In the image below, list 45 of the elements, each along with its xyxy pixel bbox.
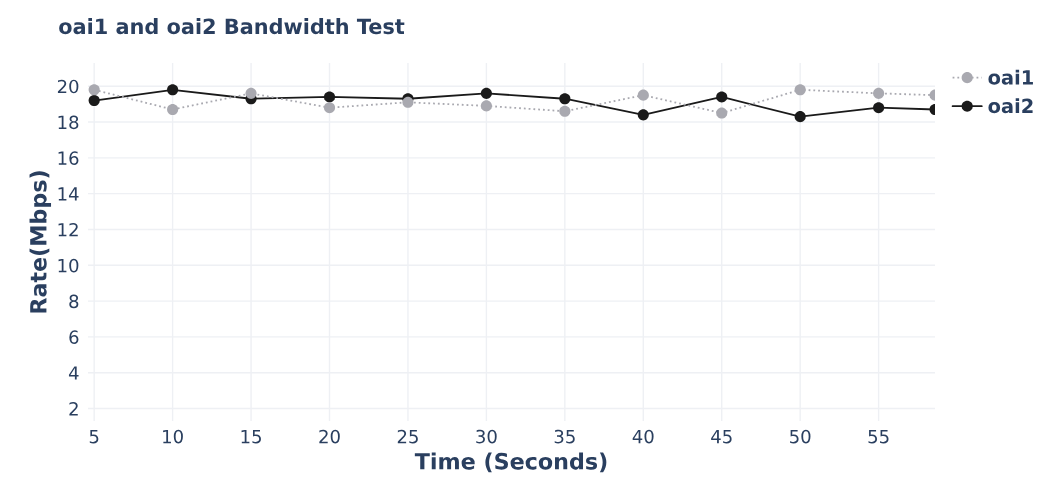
point	[716, 107, 728, 119]
point	[245, 87, 257, 99]
y-tick-label: 14	[58, 187, 79, 201]
point	[88, 84, 100, 96]
y-tick-label: 6	[69, 330, 79, 345]
y-tick-label: 4	[68, 366, 79, 380]
x-tick-label: 45	[711, 429, 732, 444]
point	[167, 103, 179, 116]
point	[323, 102, 336, 114]
point	[716, 91, 728, 103]
point	[794, 111, 806, 123]
y-tick-label: 16	[58, 151, 79, 165]
x-tick-label: 30	[476, 429, 497, 444]
y-tick-label: 2	[69, 402, 78, 416]
y-tick-label: 20	[57, 79, 79, 94]
x-tick-label: 5	[89, 429, 99, 444]
x-tick-label: 35	[554, 429, 575, 444]
y-tick-label: 18	[58, 115, 79, 130]
point	[873, 87, 885, 99]
point	[794, 84, 806, 96]
x-tick-label: 10	[163, 429, 183, 444]
point	[480, 100, 492, 112]
point	[323, 91, 336, 103]
point	[167, 84, 179, 96]
x-tick-label: 20	[319, 429, 340, 444]
x-tick-label: 25	[397, 429, 418, 444]
point	[559, 105, 571, 117]
chart-title: oai1 and oai2 Bandwidth Test	[59, 18, 405, 35]
x-tick-label: 50	[790, 429, 811, 444]
legend-label: oai1	[988, 69, 1033, 85]
y-axis-title: Rate(Mbps)	[29, 171, 52, 313]
point	[88, 94, 100, 107]
x-tick-label: 55	[868, 429, 889, 444]
y-tick-label: 12	[58, 222, 78, 237]
point	[873, 102, 885, 114]
point	[480, 87, 492, 99]
x-tick-label: 15	[241, 429, 261, 444]
point	[637, 89, 649, 101]
legend-label: oai2	[988, 98, 1033, 114]
x-axis-title: Time (Seconds)	[414, 452, 607, 473]
point	[637, 109, 649, 121]
y-tick-label: 10	[58, 258, 79, 273]
y-tick-label: 8	[69, 294, 79, 309]
x-tick-label: 40	[632, 429, 654, 444]
point	[559, 93, 571, 105]
